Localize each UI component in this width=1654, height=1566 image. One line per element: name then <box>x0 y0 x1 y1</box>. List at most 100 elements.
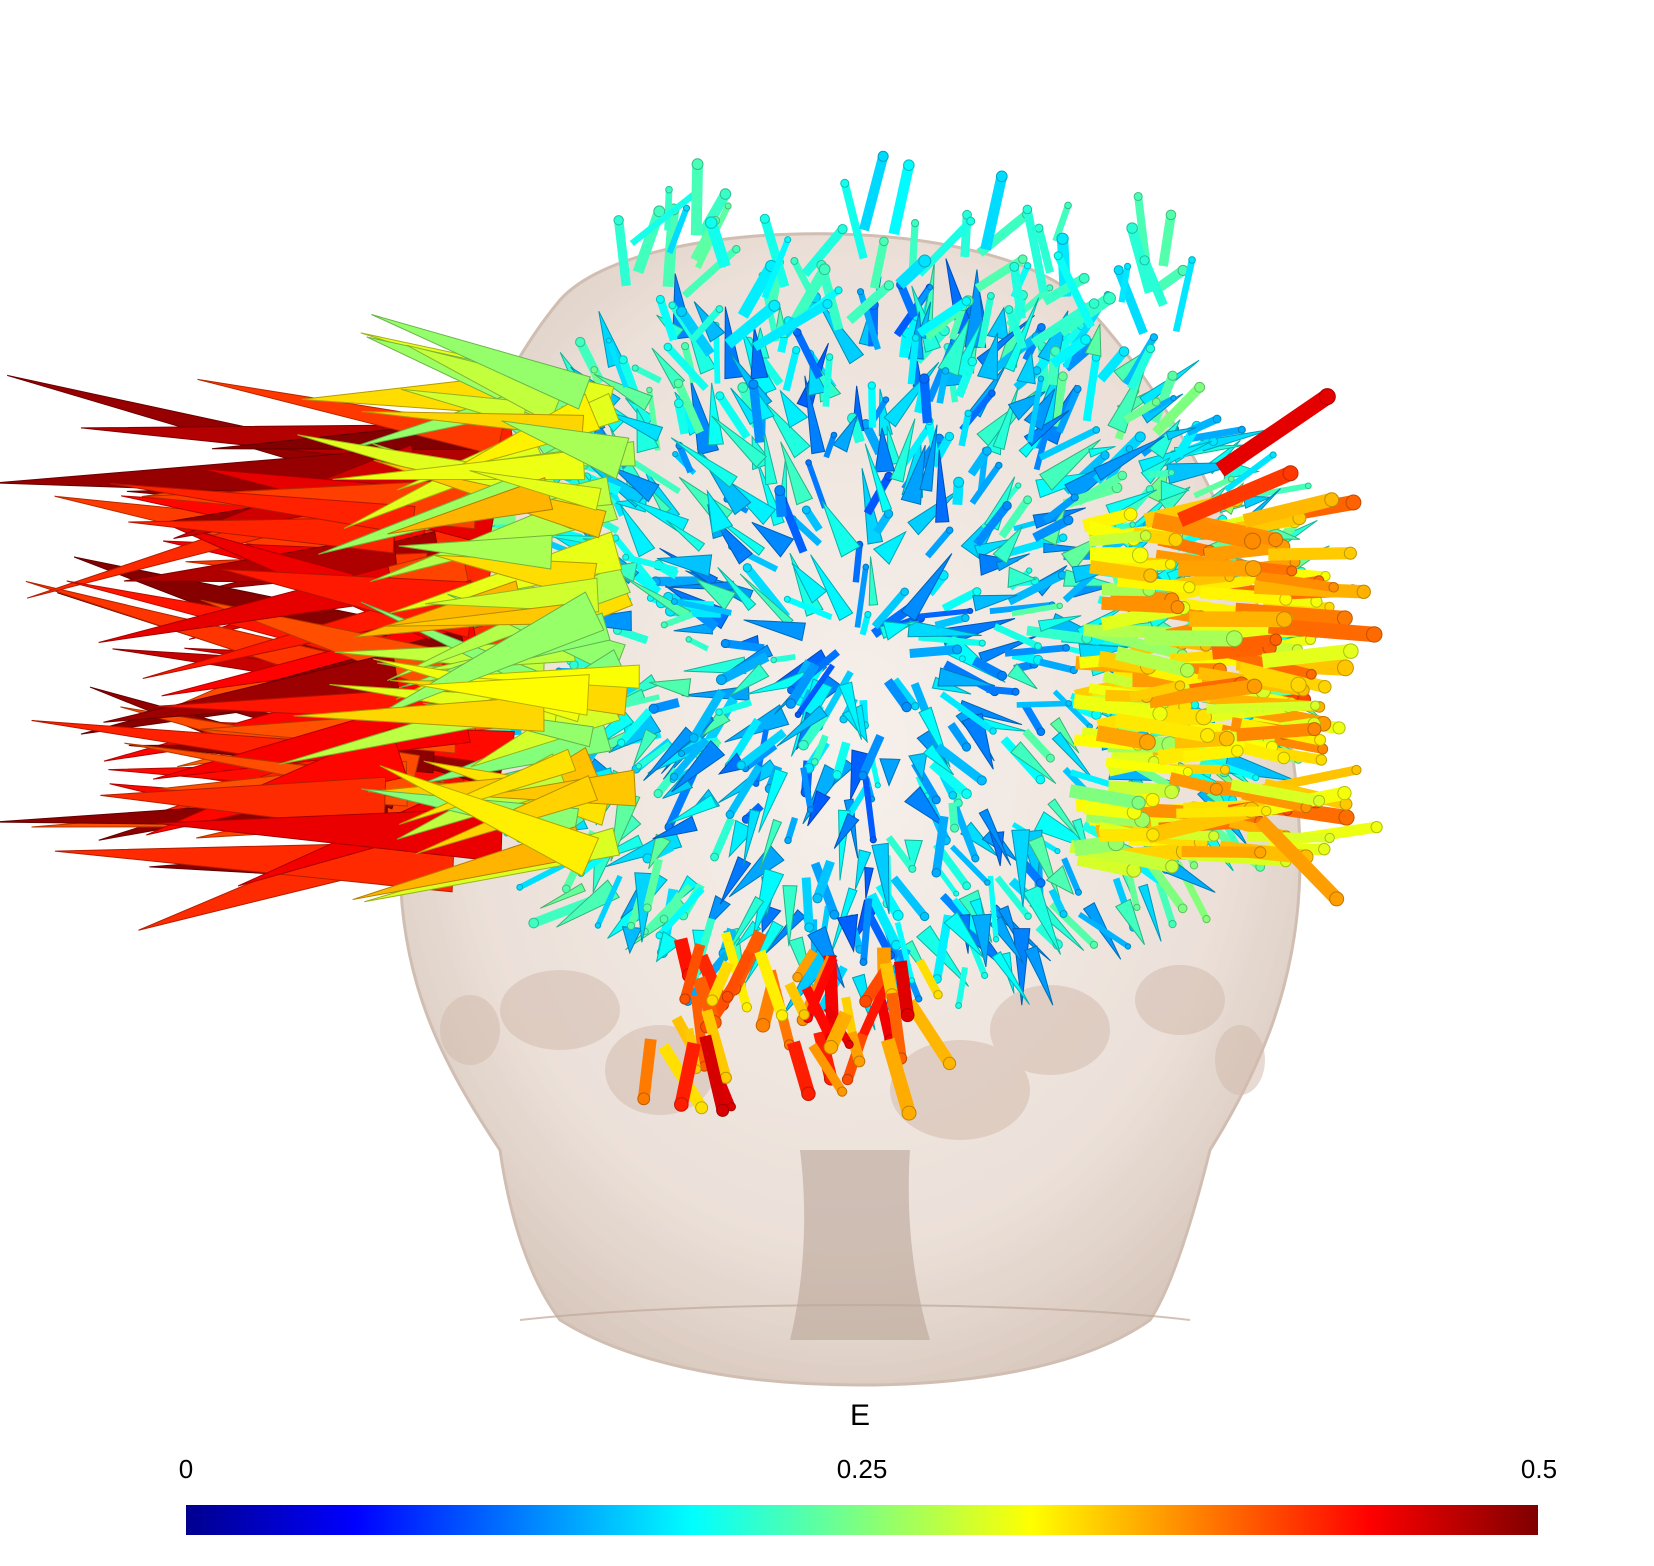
field-rod-glyph <box>773 654 796 663</box>
field-rod-glyph <box>1035 227 1054 274</box>
field-rod-end-glyph <box>1133 191 1143 202</box>
field-rod-glyph <box>1095 725 1149 750</box>
field-rod-glyph <box>885 835 916 871</box>
field-rod-end-glyph <box>1168 532 1183 547</box>
field-rod-end-glyph <box>931 867 942 878</box>
field-rod-end-glyph <box>911 702 920 711</box>
field-rod-end-glyph <box>724 202 732 210</box>
field-rod-glyph <box>1016 700 1069 708</box>
field-rod-glyph <box>790 516 822 547</box>
field-rod-end-glyph <box>1126 222 1138 234</box>
field-rod-glyph <box>680 942 706 1001</box>
field-rod-glyph <box>1230 779 1321 807</box>
field-rod-end-glyph <box>1310 700 1321 711</box>
field-rod-glyph <box>784 981 809 1017</box>
colorbar-mid-label: 0.25 <box>836 1454 888 1484</box>
field-rod-end-glyph <box>1123 507 1138 522</box>
field-rod-end-glyph <box>967 607 974 615</box>
colorbar-title: E <box>849 1399 871 1432</box>
field-rod-glyph <box>1128 680 1182 703</box>
field-cone-glyph <box>707 382 725 446</box>
field-rod-end-glyph <box>1252 774 1260 782</box>
field-rod-glyph <box>1236 722 1315 742</box>
field-rod-glyph <box>1152 383 1204 436</box>
field-rod-end-glyph <box>1065 700 1073 707</box>
field-cone-glyph <box>1084 323 1102 357</box>
field-rod-end-glyph <box>901 1105 917 1121</box>
field-rod-end-glyph <box>792 328 802 337</box>
field-rod-end-glyph <box>1194 381 1206 393</box>
field-rod-glyph <box>1048 888 1067 916</box>
field-rod-end-glyph <box>798 1009 810 1021</box>
field-rod-glyph <box>1114 646 1190 677</box>
field-rod-glyph <box>690 994 710 1067</box>
field-rod-end-glyph <box>653 205 666 218</box>
field-cone-glyph <box>1242 495 1272 509</box>
field-rod-glyph <box>778 498 808 554</box>
field-rod-glyph <box>1026 378 1044 443</box>
field-rod-glyph <box>595 874 623 927</box>
field-rod-glyph <box>782 349 800 392</box>
field-rod-glyph <box>908 222 919 271</box>
field-cone-glyph <box>864 443 893 513</box>
field-rod-glyph <box>934 614 967 630</box>
colorbar-max-label: 0.5 <box>1520 1454 1558 1484</box>
field-cone-glyph <box>501 420 630 480</box>
field-rod-glyph <box>719 652 770 685</box>
field-rod-glyph <box>1099 828 1153 842</box>
field-rod-end-glyph <box>642 903 652 913</box>
field-rod-end-glyph <box>1337 785 1352 801</box>
field-rod-glyph <box>1151 512 1255 549</box>
field-rod-glyph <box>1032 516 1071 542</box>
field-rod-end-glyph <box>732 244 741 254</box>
field-rod-end-glyph <box>1324 492 1340 508</box>
field-rod-glyph <box>948 306 967 341</box>
field-rod-glyph <box>637 741 672 769</box>
field-rod-end-glyph <box>679 993 691 1005</box>
field-rod-glyph <box>754 949 788 1018</box>
field-cone-glyph <box>1012 928 1031 1006</box>
field-rod-glyph <box>633 365 662 384</box>
field-cone-glyph <box>643 726 697 781</box>
field-cone-glyph <box>763 909 807 956</box>
field-rod-glyph <box>1105 757 1189 777</box>
field-rod-end-glyph <box>1209 782 1223 796</box>
field-rod-glyph <box>869 240 889 290</box>
field-rod-end-glyph <box>908 864 917 873</box>
field-rod-end-glyph <box>840 178 850 188</box>
field-rod-glyph <box>707 960 734 1003</box>
field-rod-glyph <box>1004 644 1067 657</box>
field-rod-glyph <box>1155 881 1176 926</box>
field-rod-end-glyph <box>783 595 791 603</box>
field-rod-glyph <box>880 1037 916 1116</box>
field-rod-end-glyph <box>569 660 579 670</box>
field-cone-glyph <box>854 849 872 890</box>
field-rod-glyph <box>862 775 877 841</box>
field-rod-glyph <box>1097 348 1128 383</box>
field-rod-glyph <box>1199 586 1287 606</box>
field-rod-glyph <box>1176 806 1267 819</box>
field-rod-glyph <box>716 393 751 440</box>
field-cone-glyph <box>992 386 1019 451</box>
field-rod-end-glyph <box>900 587 909 597</box>
field-cone-glyph <box>976 332 999 381</box>
field-rod-glyph <box>1009 266 1026 320</box>
field-rod-end-glyph <box>794 711 802 718</box>
field-cone-glyph <box>1016 349 1036 385</box>
field-rod-glyph <box>896 282 919 319</box>
field-rod-end-glyph <box>1290 676 1307 693</box>
field-rod-end-glyph <box>685 636 692 643</box>
field-rod-end-glyph <box>1024 912 1032 920</box>
field-rod-glyph <box>952 806 979 860</box>
field-rod-end-glyph <box>798 739 809 751</box>
field-cone-glyph <box>833 812 860 849</box>
field-cone-glyph <box>821 500 861 558</box>
field-rod-glyph <box>822 356 833 407</box>
field-rod-end-glyph <box>859 958 868 967</box>
field-cone-glyph <box>371 314 592 410</box>
field-cone-glyph <box>648 833 672 870</box>
field-rod-end-glyph <box>1103 291 1116 305</box>
field-cone-glyph <box>904 786 944 827</box>
field-rod-glyph <box>929 760 970 798</box>
field-rod-glyph <box>907 337 920 385</box>
